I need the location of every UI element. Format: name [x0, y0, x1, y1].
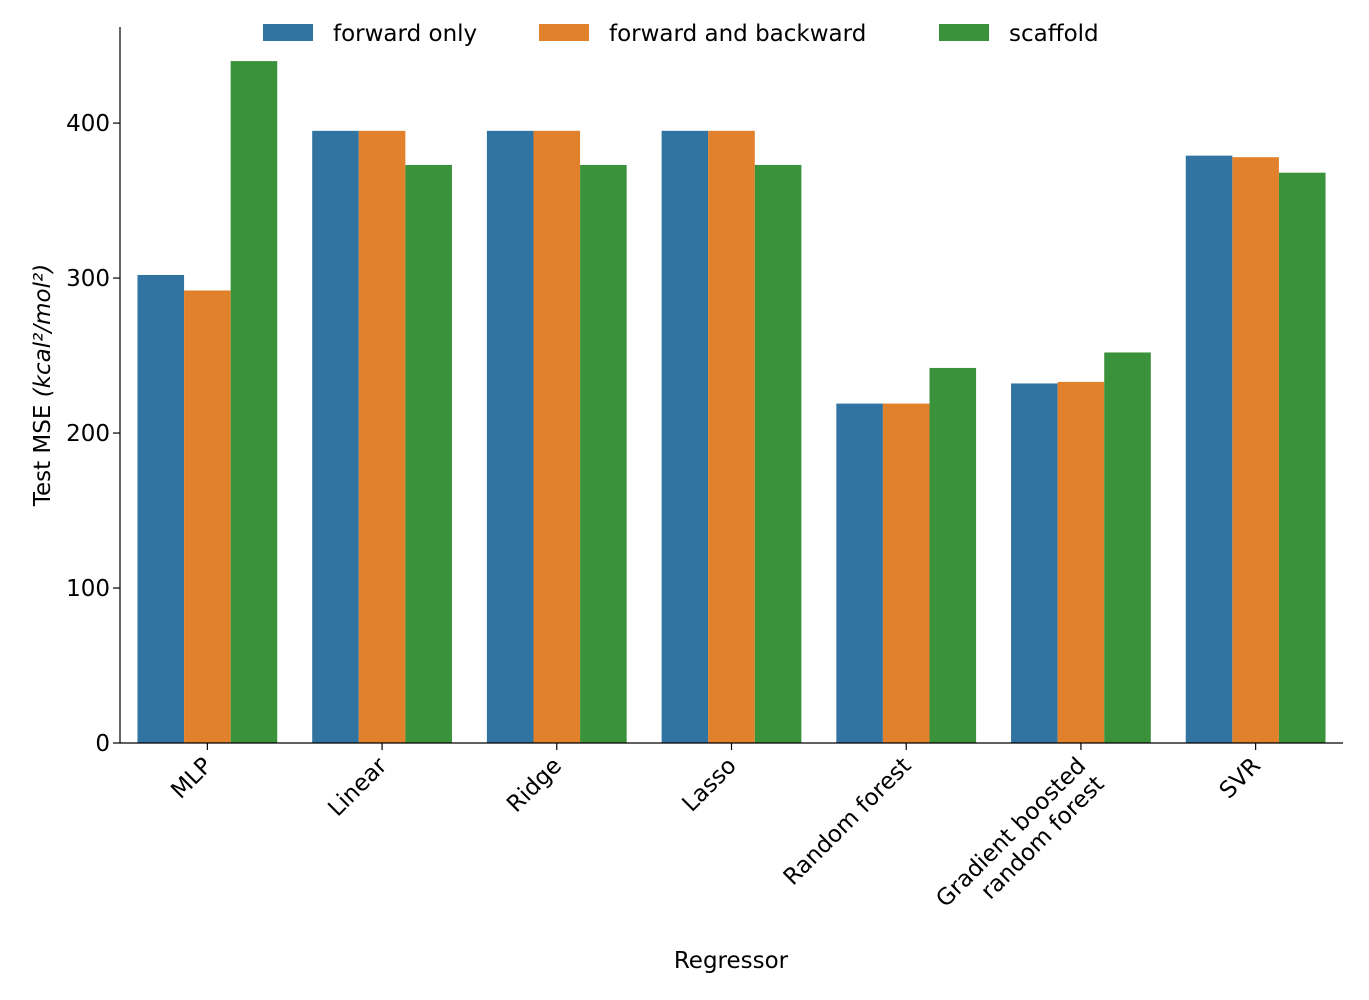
bar — [312, 130, 359, 743]
bar — [836, 403, 883, 743]
bar — [708, 130, 755, 743]
x-axis-ticks: MLP Linear Ridge Lasso Random forest Gradient… — [166, 743, 1266, 931]
bar — [1057, 381, 1105, 743]
y-axis-ticks: 0 100 200 300 400 — [66, 111, 120, 757]
bar — [184, 290, 231, 743]
bar — [137, 274, 185, 743]
bar — [358, 130, 406, 743]
x-tick-label: Random forest — [779, 753, 917, 891]
y-axis-label-text: Test MSE — [30, 397, 56, 507]
x-tick-label: Linear — [323, 752, 392, 821]
bar — [882, 403, 930, 743]
y-tick-label: 200 — [66, 421, 110, 447]
x-axis-label: Regressor — [674, 948, 789, 974]
legend: forward only forward and backward scaffold — [263, 21, 1099, 47]
bar — [1185, 155, 1233, 744]
bar — [533, 130, 581, 743]
bar — [230, 61, 278, 744]
y-axis-label-units: (kcal²/mol²) — [30, 264, 56, 397]
y-tick-label: 400 — [66, 111, 110, 137]
legend-swatch — [263, 24, 313, 41]
y-tick-label: 100 — [66, 576, 110, 602]
bar — [661, 130, 709, 743]
bar — [405, 164, 452, 744]
legend-label: forward and backward — [609, 21, 866, 47]
x-tick-label: Lasso — [677, 753, 741, 817]
bar — [1011, 383, 1058, 743]
legend-label: scaffold — [1009, 21, 1099, 47]
bar — [486, 130, 534, 743]
legend-swatch — [539, 24, 589, 41]
bar — [1232, 157, 1279, 743]
x-tick-label: Gradient boostedrandom forest — [931, 753, 1109, 931]
bar — [754, 164, 802, 744]
legend-swatch — [939, 24, 989, 41]
bars-group — [137, 61, 1326, 744]
y-axis-label: Test MSE (kcal²/mol²) — [30, 264, 56, 507]
bar — [929, 367, 977, 743]
bar — [1104, 352, 1151, 743]
x-tick-label: Ridge — [502, 753, 567, 818]
bar — [1278, 172, 1326, 743]
y-tick-label: 0 — [95, 731, 110, 757]
x-tick-label: MLP — [166, 753, 217, 804]
bar — [580, 164, 627, 744]
y-tick-label: 300 — [66, 266, 110, 292]
x-tick-label: SVR — [1215, 753, 1266, 804]
legend-label: forward only — [333, 21, 477, 47]
